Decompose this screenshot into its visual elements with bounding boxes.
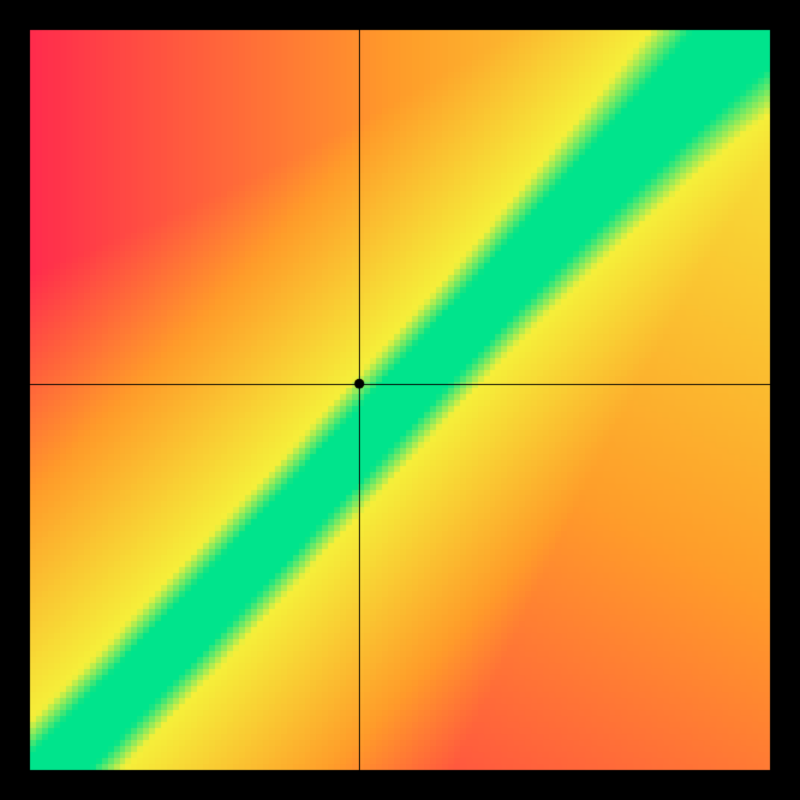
bottleneck-heatmap-canvas: [0, 0, 800, 800]
chart-root: TheBottleneck.com: [0, 0, 800, 800]
watermark-text: TheBottleneck.com: [567, 6, 770, 32]
